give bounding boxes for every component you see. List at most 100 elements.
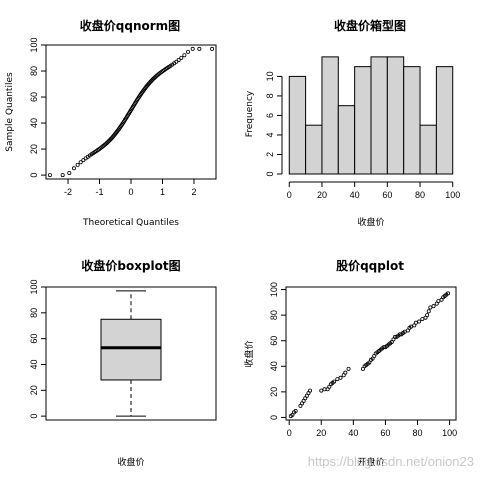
histogram-x-tick-label: 20 xyxy=(317,190,327,200)
qqplot-point xyxy=(381,345,386,350)
histogram-bar xyxy=(403,66,421,175)
qqplot-plot-frame xyxy=(285,286,457,421)
histogram-bar xyxy=(386,56,405,175)
qqnorm-x-tick-label: 2 xyxy=(191,187,196,197)
boxplot-y-tick-label: 60 xyxy=(29,334,39,344)
histogram-ylabel: Frequency xyxy=(245,90,255,137)
qqnorm-point xyxy=(148,79,153,84)
qqplot-y-tick-label: 60 xyxy=(269,336,279,346)
qqplot-y-tick-label: 40 xyxy=(269,361,279,371)
qqnorm-y-tick-label: 20 xyxy=(29,144,39,154)
qqplot-y-tick-label: 80 xyxy=(269,310,279,320)
histogram-x-tick-label: 60 xyxy=(382,190,392,200)
histogram-y-tick-label: 6 xyxy=(265,113,275,118)
histogram-x-tick-label: 0 xyxy=(287,190,292,200)
qqnorm-point xyxy=(210,46,215,51)
histogram-x-tick-label: 40 xyxy=(350,190,360,200)
qqnorm-y-tick-label: 80 xyxy=(29,66,39,76)
boxplot-title: 收盘价boxplot图 xyxy=(81,258,180,273)
qqplot-y-tick-label: 100 xyxy=(269,282,279,297)
qqnorm-point xyxy=(75,162,80,167)
qqplot-x-tick-label: 60 xyxy=(380,428,390,438)
qqplot-xlabel: 开盘价 xyxy=(357,456,384,468)
qqplot-point xyxy=(417,319,422,324)
histogram-bar xyxy=(435,66,454,175)
qqnorm-point xyxy=(190,46,195,51)
boxplot-y-tick-label: 100 xyxy=(29,279,39,294)
histogram-x-tick-label: 80 xyxy=(415,190,425,200)
qqnorm-x-tick-label: 1 xyxy=(160,187,165,197)
histogram-xlabel: 收盘价 xyxy=(357,216,384,228)
qqplot-x-tick-label: 20 xyxy=(316,428,326,438)
boxplot-y-tick-label: 40 xyxy=(29,359,39,369)
qqnorm-xlabel: Theoretical Quantiles xyxy=(82,218,179,228)
boxplot-y-tick-label: 20 xyxy=(29,385,39,395)
qqnorm-point xyxy=(176,57,181,62)
qqnorm-point xyxy=(182,53,187,58)
qqnorm-point xyxy=(60,173,65,178)
boxplot-xlabel: 收盘价 xyxy=(117,456,144,468)
qqplot-point xyxy=(338,375,343,380)
qqplot-point xyxy=(319,388,324,393)
qqnorm-point xyxy=(149,78,154,83)
qqplot-point xyxy=(332,379,337,384)
histogram-bar xyxy=(354,66,372,175)
qqnorm-point xyxy=(71,166,76,171)
qqplot-point xyxy=(425,313,430,318)
qqplot-point xyxy=(346,366,351,371)
qqnorm-point xyxy=(107,138,112,143)
histogram-title: 收盘价箱型图 xyxy=(334,18,406,33)
qqnorm-ylabel: Sample Quantiles xyxy=(5,72,15,152)
qqnorm-point xyxy=(151,76,156,81)
histogram-y-tick-label: 8 xyxy=(265,93,275,98)
histogram-y-tick-label: 2 xyxy=(265,152,275,157)
qqplot-point xyxy=(393,334,398,339)
qqplot-point xyxy=(343,370,348,375)
qqnorm-point xyxy=(78,160,83,165)
qqnorm-point xyxy=(150,77,155,82)
histogram-bar xyxy=(288,75,307,175)
qqplot-point xyxy=(335,377,340,382)
histogram-panel: 收盘价箱型图 0 20 40 60 80 100 0 2 4 6 8 10 收盘价 Frequency xyxy=(245,18,460,228)
qqplot-y-tick-label: 20 xyxy=(269,387,279,397)
qqplot-point xyxy=(293,409,298,414)
qqnorm-x-tick-label: 0 xyxy=(128,187,133,197)
qqplot-point xyxy=(436,299,441,304)
qqplot-point xyxy=(431,304,436,309)
qqnorm-y-tick-label: 100 xyxy=(29,37,39,52)
boxplot-panel: 收盘价boxplot图 0 20 40 60 80 100 收盘价 xyxy=(29,258,217,468)
histogram-bar xyxy=(419,124,437,175)
qqplot-point xyxy=(420,316,425,321)
histogram-y-tick-label: 10 xyxy=(265,71,275,81)
histogram-bar xyxy=(337,105,356,175)
histogram-bar xyxy=(305,124,323,175)
qqnorm-point xyxy=(105,140,110,145)
qqnorm-point xyxy=(197,46,202,51)
qqplot-point xyxy=(402,329,407,334)
qqplot-point xyxy=(413,320,418,325)
qqplot-panel: 股价qqplot 0 20 40 60 80 100 0 20 40 60 80 100 开盘价 收盘… xyxy=(243,258,457,468)
boxplot-box xyxy=(100,318,162,381)
histogram-y-tick-label: 4 xyxy=(265,132,275,137)
qqnorm-point xyxy=(186,49,191,54)
qqnorm-point xyxy=(104,141,109,146)
qqnorm-x-tick-label: -2 xyxy=(64,187,72,197)
histogram-bar xyxy=(370,56,388,175)
boxplot-y-tick-label: 80 xyxy=(29,308,39,318)
histogram-x-tick-label: 100 xyxy=(445,190,460,200)
histogram-y-tick-label: 0 xyxy=(265,171,275,176)
qqnorm-point xyxy=(106,139,111,144)
qqnorm-title: 收盘价qqnorm图 xyxy=(80,18,180,33)
qqnorm-point xyxy=(47,173,52,178)
qqnorm-point xyxy=(67,170,72,175)
qqplot-x-tick-label: 80 xyxy=(413,428,423,438)
qqplot-point xyxy=(428,305,433,310)
qqplot-ylabel: 收盘价 xyxy=(243,340,255,367)
qqplot-y-tick-label: 0 xyxy=(269,415,279,420)
qqnorm-x-tick-label: -1 xyxy=(96,187,104,197)
qqplot-point xyxy=(445,291,450,296)
qqplot-title: 股价qqplot xyxy=(336,258,404,273)
boxplot-y-tick-label: 0 xyxy=(29,414,39,419)
